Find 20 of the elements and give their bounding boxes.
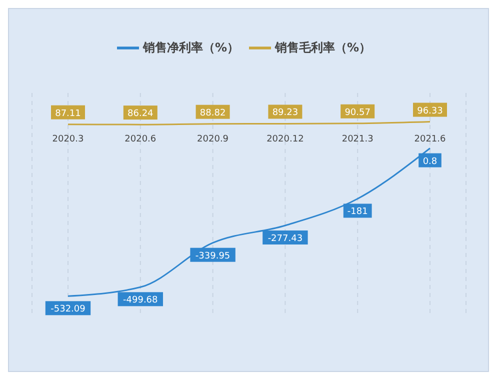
data-label: -181 — [347, 207, 368, 218]
x-tick-label: 2020.6 — [124, 134, 156, 144]
data-label: -499.68 — [123, 296, 158, 306]
data-label: -339.95 — [195, 251, 230, 262]
x-tick-label: 2020.12 — [266, 134, 304, 144]
data-label: 0.8 — [422, 156, 438, 167]
data-label: -532.09 — [50, 304, 86, 315]
data-label: 86.24 — [128, 109, 154, 120]
legend-label: 销售毛利率（%） — [275, 40, 372, 54]
data-label: 90.57 — [344, 108, 370, 118]
x-tick-label: 2021.3 — [342, 134, 374, 144]
x-tick-label: 2020.3 — [52, 134, 84, 144]
data-label: -277.43 — [268, 234, 303, 244]
x-tick-label: 2020.9 — [197, 134, 229, 144]
data-label: 89.23 — [272, 108, 298, 118]
x-tick-label: 2021.6 — [414, 134, 446, 144]
data-label: 88.82 — [200, 108, 226, 118]
legend-label: 销售净利率（%） — [142, 40, 239, 54]
data-label: 96.33 — [417, 106, 443, 116]
data-label: 87.11 — [55, 108, 81, 119]
